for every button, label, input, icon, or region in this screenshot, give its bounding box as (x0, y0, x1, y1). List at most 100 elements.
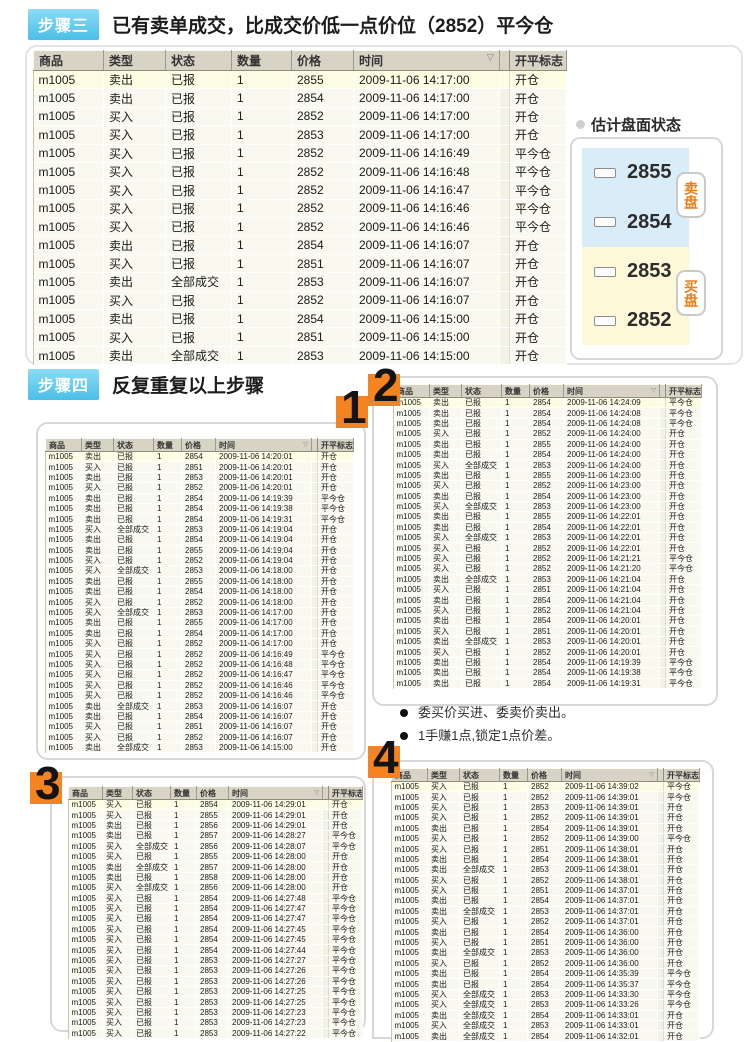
table-row[interactable]: m1005 卖出 已报 1 2855 2009-11-06 14:19:04 开仓 (45, 545, 354, 556)
table-row[interactable]: m1005 买入 全部成交 1 2856 2009-11-06 14:28:07 平今仓 (68, 841, 363, 852)
table-row[interactable]: m1005 买入 已报 1 2852 2009-11-06 14:16:07 开仓 (45, 732, 354, 743)
table-row[interactable]: m1005 买入 已报 1 2854 2009-11-06 14:27:44 平今仓 (68, 944, 363, 956)
table-row[interactable]: m1005 卖出 已报 1 2854 2009-11-06 14:22:01 开仓 (393, 522, 702, 534)
table-row[interactable]: m1005 卖出 已报 1 2854 2009-11-06 14:38:01 开仓 (391, 854, 700, 866)
table-row[interactable]: m1005 卖出 已报 1 2854 2009-11-06 14:16:07 开仓 (33, 236, 567, 255)
table-row[interactable]: m1005 卖出 已报 1 2854 2009-11-06 14:15:00 开仓 (33, 309, 567, 329)
table-row[interactable]: m1005 买入 已报 1 2854 2009-11-06 14:29:01 开仓 (68, 799, 363, 811)
table-row[interactable]: m1005 卖出 全部成交 1 2853 2009-11-06 14:38:01 开仓 (391, 864, 700, 876)
column-header[interactable]: 数量 (499, 768, 528, 782)
column-header[interactable]: 开平标志 (328, 786, 363, 800)
table-row[interactable]: m1005 卖出 已报 1 2855 2009-11-06 14:23:00 开仓 (393, 470, 702, 482)
table-row[interactable]: m1005 买入 已报 1 2851 2009-11-06 14:16:07 开仓 (45, 721, 354, 733)
table-row[interactable]: m1005 买入 全部成交 1 2856 2009-11-06 14:28:00 开仓 (68, 882, 363, 894)
table-row[interactable]: m1005 买入 已报 1 2852 2009-11-06 14:16:49 平今仓 (45, 648, 354, 660)
table-row[interactable]: m1005 卖出 全部成交 1 2853 2009-11-06 14:20:01 开仓 (393, 636, 702, 648)
column-header[interactable]: 数量 (153, 438, 182, 452)
filter-icon[interactable]: ▽ (303, 440, 308, 448)
table-row[interactable]: m1005 买入 已报 1 2852 2009-11-06 14:37:01 开仓 (391, 916, 700, 928)
table-row[interactable]: m1005 卖出 已报 1 2854 2009-11-06 14:24:08 平今仓 (393, 418, 702, 430)
column-header[interactable]: 数量 (231, 50, 292, 71)
table-row[interactable]: m1005 买入 已报 1 2852 2009-11-06 14:23:00 开仓 (393, 480, 702, 492)
table-row[interactable]: m1005 卖出 已报 1 2854 2009-11-06 14:19:31 平今仓 (45, 513, 354, 525)
table-row[interactable]: m1005 卖出 已报 1 2855 2009-11-06 14:17:00 开仓 (33, 70, 567, 90)
table-row[interactable]: m1005 卖出 已报 1 2854 2009-11-06 14:20:01 开仓 (45, 451, 354, 463)
filter-icon[interactable]: ▽ (649, 770, 654, 778)
table-row[interactable]: m1005 买入 已报 1 2852 2009-11-06 14:20:01 开仓 (45, 482, 354, 494)
column-header[interactable]: 时间 ▽ (228, 786, 323, 800)
table-row[interactable]: m1005 卖出 已报 1 2854 2009-11-06 14:19:39 平今仓 (45, 493, 354, 504)
table-row[interactable]: m1005 买入 已报 1 2852 2009-11-06 14:16:07 开仓 (33, 291, 567, 311)
table-row[interactable]: m1005 买入 全部成交 1 2853 2009-11-06 14:17:00 开仓 (45, 607, 354, 619)
table-row[interactable]: m1005 买入 已报 1 2853 2009-11-06 14:27:22 平今仓 (68, 1028, 363, 1040)
table-row[interactable]: m1005 买入 已报 1 2852 2009-11-06 14:21:20 平今仓 (393, 563, 702, 575)
table-row[interactable]: m1005 买入 已报 1 2852 2009-11-06 14:16:48 平今仓 (45, 659, 354, 671)
column-header[interactable]: 价格 (181, 438, 216, 452)
column-header[interactable]: 状态 (113, 438, 154, 452)
table-row[interactable]: m1005 买入 全部成交 1 2853 2009-11-06 14:19:04 开仓 (45, 524, 354, 536)
column-header[interactable]: 类型 (427, 768, 460, 782)
table-row[interactable]: m1005 买入 已报 1 2852 2009-11-06 14:39:01 平今仓 (391, 791, 700, 803)
table-row[interactable]: m1005 卖出 已报 1 2854 2009-11-06 14:37:01 开仓 (391, 895, 700, 907)
table-row[interactable]: m1005 买入 已报 1 2851 2009-11-06 14:37:01 开仓 (391, 885, 700, 897)
column-header[interactable]: 开平标志 (665, 384, 702, 398)
table-row[interactable]: m1005 卖出 已报 1 2854 2009-11-06 14:18:00 开仓 (45, 586, 354, 598)
table-row[interactable]: m1005 卖出 已报 1 2855 2009-11-06 14:24:00 开仓 (393, 439, 702, 450)
column-header[interactable]: 商品 (45, 438, 82, 452)
table-row[interactable]: m1005 买入 已报 1 2852 2009-11-06 14:17:00 开仓 (45, 638, 354, 650)
table-row[interactable]: m1005 买入 全部成交 1 2853 2009-11-06 14:22:01 开仓 (393, 532, 702, 544)
column-header[interactable]: 商品 (33, 50, 104, 71)
table-row[interactable]: m1005 买入 全部成交 1 2853 2009-11-06 14:33:26 平今仓 (391, 999, 700, 1011)
table-row[interactable]: m1005 卖出 已报 1 2854 2009-11-06 14:21:04 开仓 (393, 594, 702, 606)
table-row[interactable]: m1005 买入 已报 1 2854 2009-11-06 14:27:47 平今仓 (68, 913, 363, 925)
table-row[interactable]: m1005 买入 已报 1 2854 2009-11-06 14:27:45 平今仓 (68, 924, 363, 936)
table-row[interactable]: m1005 买入 已报 1 2852 2009-11-06 14:16:48 平今仓 (33, 162, 567, 182)
table-row[interactable]: m1005 买入 已报 1 2854 2009-11-06 14:27:45 平今仓 (68, 934, 363, 946)
table-row[interactable]: m1005 买入 已报 1 2852 2009-11-06 14:16:47 平今仓 (33, 180, 567, 200)
table-row[interactable]: m1005 买入 已报 1 2852 2009-11-06 14:39:01 开仓 (391, 812, 700, 824)
table-row[interactable]: m1005 卖出 已报 1 2854 2009-11-06 14:19:31 平今仓 (393, 678, 702, 689)
table-row[interactable]: m1005 卖出 全部成交 1 2853 2009-11-06 14:16:07 开仓 (33, 272, 567, 292)
table-row[interactable]: m1005 买入 已报 1 2851 2009-11-06 14:20:01 开仓 (45, 461, 354, 473)
table-row[interactable]: m1005 买入 已报 1 2851 2009-11-06 14:15:00 开仓 (33, 327, 567, 347)
table-row[interactable]: m1005 买入 已报 1 2852 2009-11-06 14:36:00 开仓 (391, 958, 700, 970)
table-row[interactable]: m1005 买入 全部成交 1 2853 2009-11-06 14:23:00 开仓 (393, 501, 702, 513)
table-row[interactable]: m1005 买入 全部成交 1 2853 2009-11-06 14:33:30 平今仓 (391, 989, 700, 1001)
column-header[interactable]: 状态 (459, 768, 500, 782)
column-header[interactable]: 时间 ▽ (353, 50, 500, 71)
table-row[interactable]: m1005 卖出 已报 1 2856 2009-11-06 14:29:01 开仓 (68, 820, 363, 832)
table-row[interactable]: m1005 买入 已报 1 2855 2009-11-06 14:28:00 开仓 (68, 851, 363, 863)
table-row[interactable]: m1005 买入 已报 1 2853 2009-11-06 14:27:23 平今仓 (68, 1017, 363, 1029)
table-row[interactable]: m1005 卖出 已报 1 2855 2009-11-06 14:22:01 开仓 (393, 511, 702, 523)
column-header[interactable]: 开平标志 (509, 50, 567, 71)
table-row[interactable]: m1005 买入 已报 1 2854 2009-11-06 14:27:48 平今仓 (68, 893, 363, 904)
table-row[interactable]: m1005 买入 已报 1 2853 2009-11-06 14:27:27 平今仓 (68, 955, 363, 967)
table-row[interactable]: m1005 卖出 已报 1 2854 2009-11-06 14:36:00 开仓 (391, 926, 700, 938)
table-row[interactable]: m1005 卖出 全部成交 1 2854 2009-11-06 14:32:01 开仓 (391, 1030, 700, 1042)
filter-icon[interactable]: ▽ (486, 52, 494, 63)
table-row[interactable]: m1005 买入 已报 1 2852 2009-11-06 14:38:01 开仓 (391, 875, 700, 886)
table-row[interactable]: m1005 卖出 全部成交 1 2853 2009-11-06 14:16:07 开仓 (45, 700, 354, 712)
table-row[interactable]: m1005 买入 已报 1 2853 2009-11-06 14:27:23 平今仓 (68, 1007, 363, 1019)
column-header[interactable]: 开平标志 (317, 438, 354, 452)
table-row[interactable]: m1005 卖出 已报 1 2854 2009-11-06 14:24:09 平今仓 (393, 397, 702, 409)
table-row[interactable]: m1005 买入 已报 1 2853 2009-11-06 14:27:25 平今仓 (68, 986, 363, 998)
column-header[interactable]: 类型 (102, 786, 133, 800)
table-row[interactable]: m1005 买入 已报 1 2852 2009-11-06 14:16:47 平今仓 (45, 669, 354, 681)
table-row[interactable]: m1005 卖出 全部成交 1 2853 2009-11-06 14:15:00 开仓 (45, 742, 354, 754)
column-header[interactable]: 价格 (527, 768, 562, 782)
table-row[interactable]: m1005 卖出 已报 1 2854 2009-11-06 14:19:39 平今仓 (393, 657, 702, 669)
table-row[interactable]: m1005 买入 已报 1 2854 2009-11-06 14:27:47 平今仓 (68, 903, 363, 915)
column-header[interactable]: 时间 ▽ (563, 384, 660, 398)
table-row[interactable]: m1005 买入 全部成交 1 2853 2009-11-06 14:24:00 开仓 (393, 459, 702, 471)
table-row[interactable]: m1005 卖出 已报 1 2854 2009-11-06 14:16:07 开仓 (45, 711, 354, 723)
table-row[interactable]: m1005 卖出 已报 1 2855 2009-11-06 14:17:00 开仓 (45, 617, 354, 629)
table-row[interactable]: m1005 买入 已报 1 2853 2009-11-06 14:27:26 平今仓 (68, 965, 363, 977)
table-row[interactable]: m1005 买入 已报 1 2852 2009-11-06 14:39:00 平今仓 (391, 833, 700, 845)
column-header[interactable]: 数量 (170, 786, 197, 800)
table-row[interactable]: m1005 卖出 全部成交 1 2853 2009-11-06 14:36:00 开仓 (391, 947, 700, 959)
table-row[interactable]: m1005 买入 已报 1 2851 2009-11-06 14:20:01 开仓 (393, 626, 702, 638)
table-row[interactable]: m1005 卖出 全部成交 1 2853 2009-11-06 14:37:01 开仓 (391, 906, 700, 918)
table-row[interactable]: m1005 买入 已报 1 2852 2009-11-06 14:21:04 开仓 (393, 605, 702, 617)
table-row[interactable]: m1005 买入 已报 1 2852 2009-11-06 14:16:46 平今仓 (33, 199, 567, 219)
